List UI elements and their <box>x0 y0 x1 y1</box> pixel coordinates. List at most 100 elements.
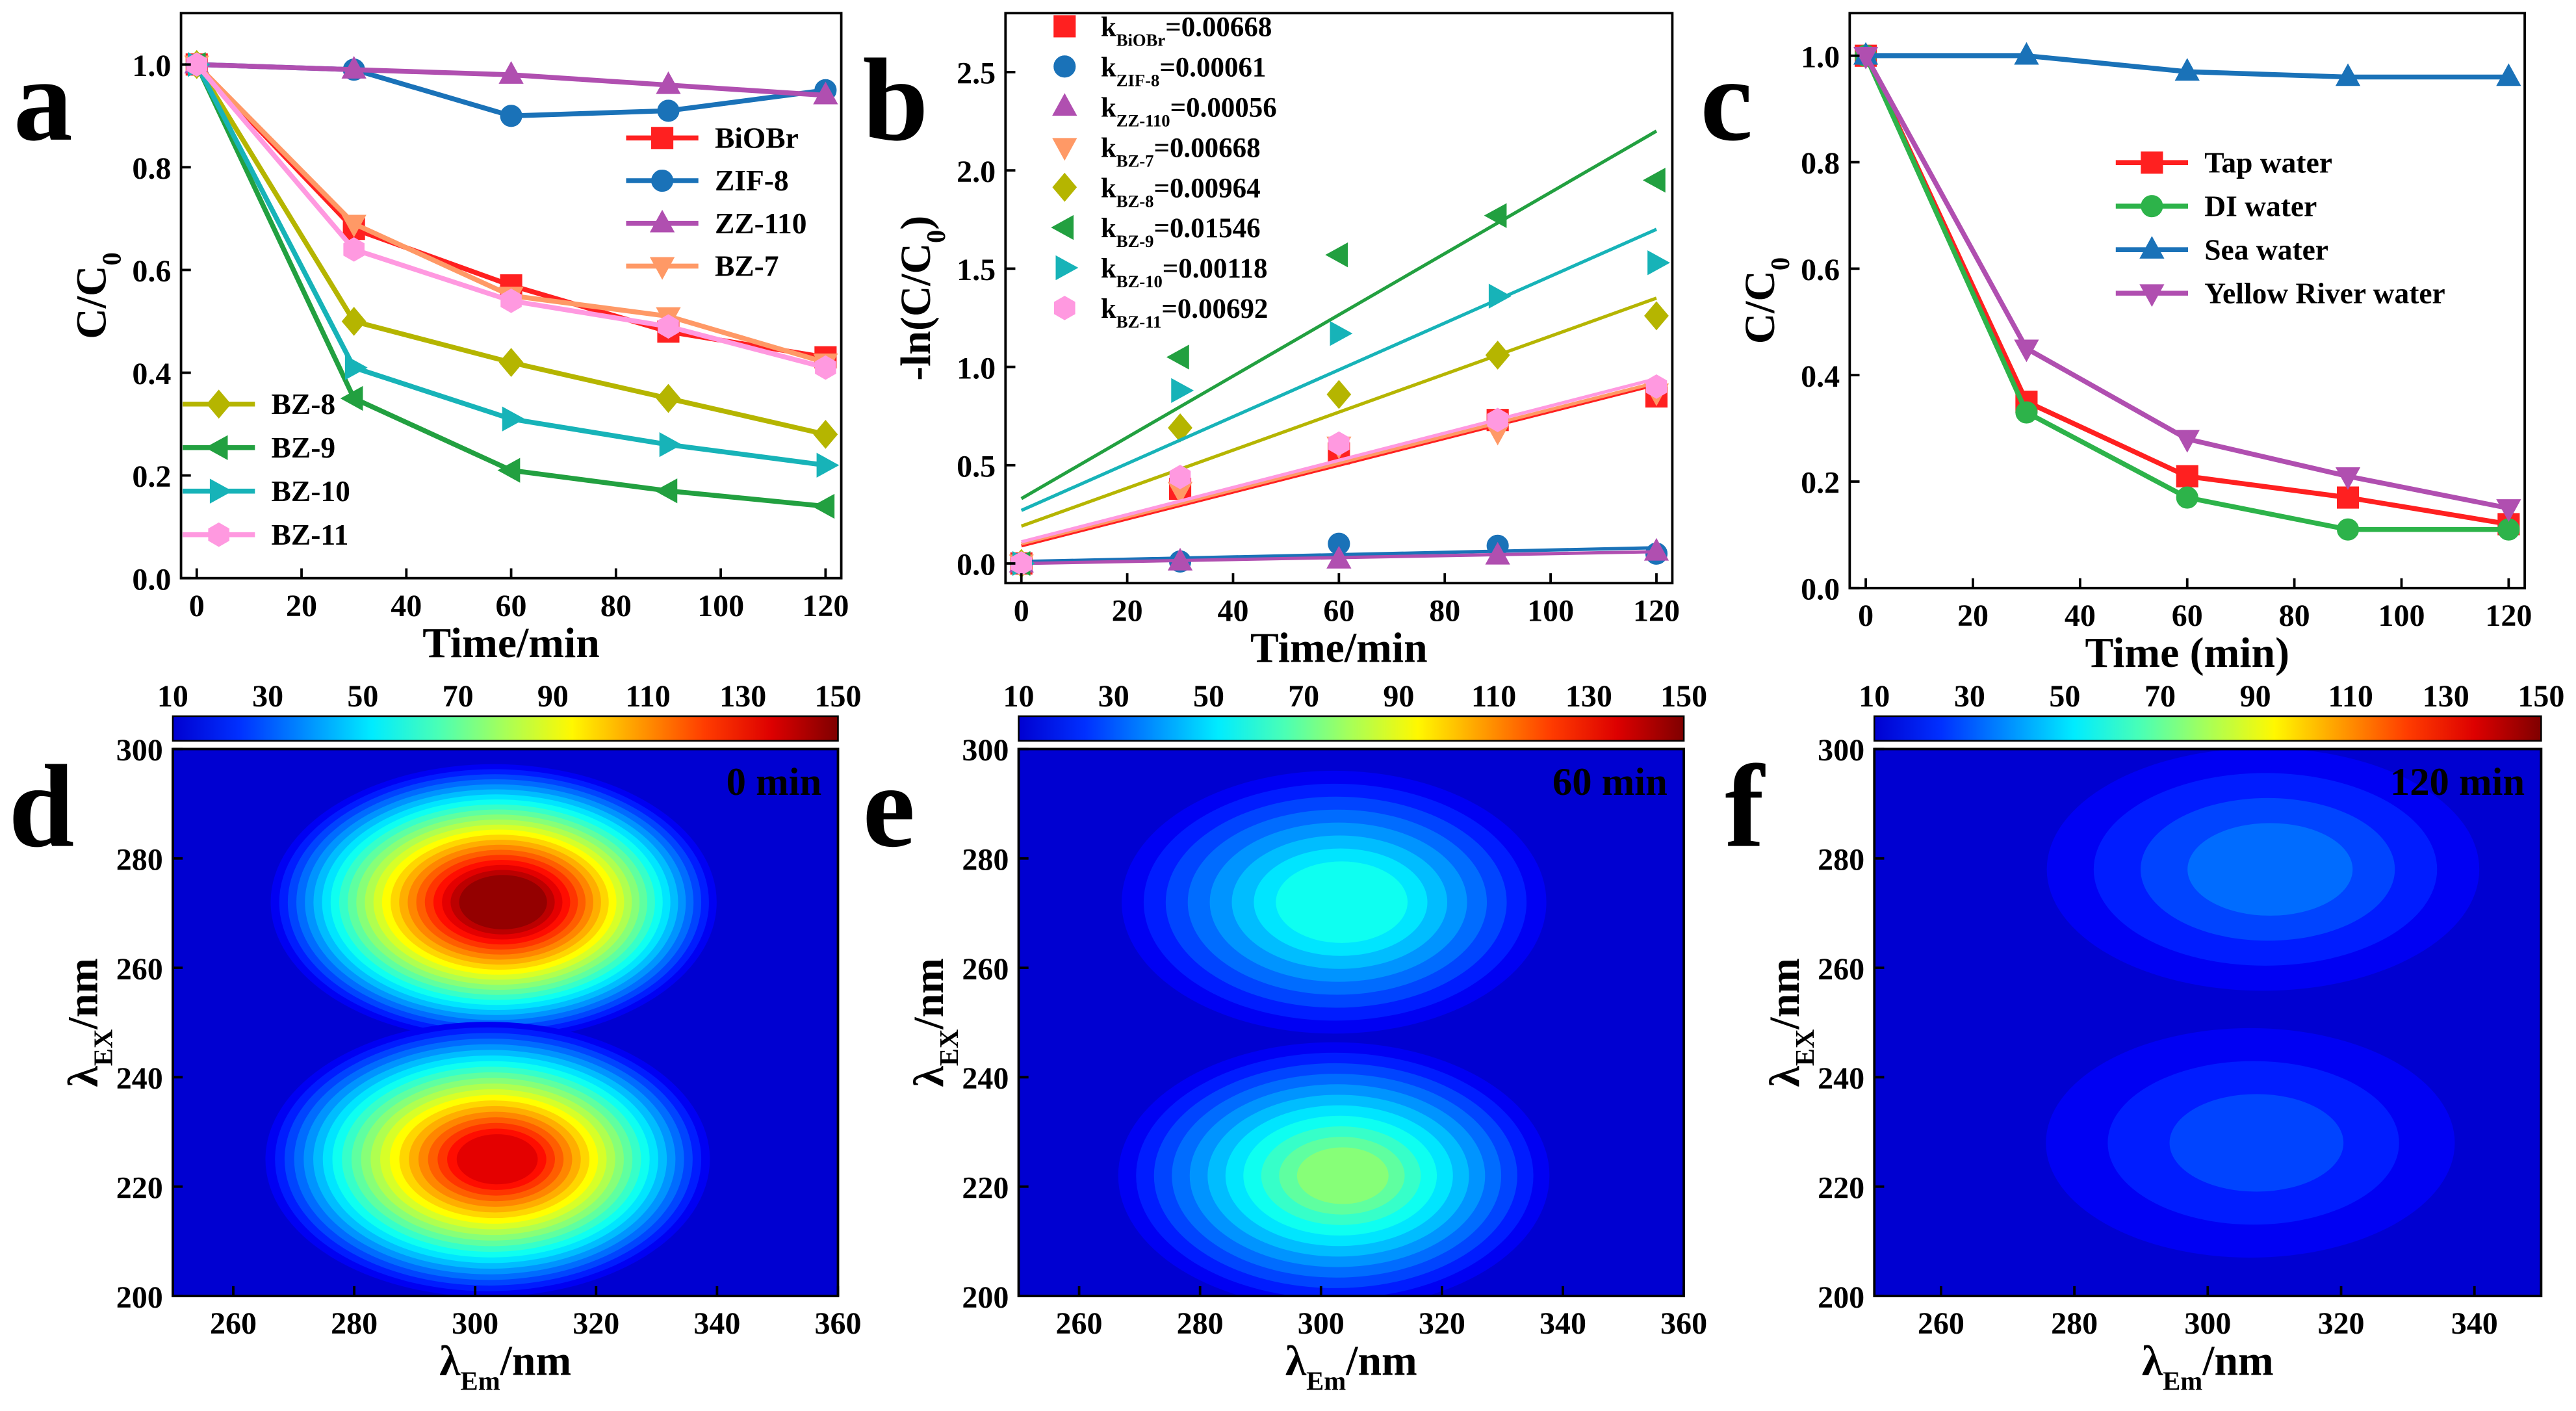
legend-marker <box>651 127 674 149</box>
data-point <box>1485 341 1510 370</box>
legend-entry: kBZ-11=0.00692 <box>1053 294 1269 331</box>
x-tick-label: 120 <box>2485 599 2532 633</box>
panel-d: d 10 30 50 70 90 110 130 150 0 min 260 280 300 320 340… <box>8 679 861 1395</box>
legend-marker <box>651 169 674 192</box>
data-point <box>341 56 367 79</box>
panel-letter: e <box>862 742 915 872</box>
data-point <box>1326 545 1352 569</box>
legend-entry: BZ-10 <box>183 474 350 508</box>
data-point <box>341 307 367 336</box>
x-tick-label: 100 <box>1527 593 1574 628</box>
y-tick-label: 2.5 <box>957 57 996 91</box>
y-tick-label: 200 <box>962 1280 1009 1315</box>
data-point <box>1643 537 1669 561</box>
y-axis-label: λEX/nm <box>1761 958 1820 1087</box>
data-point <box>1642 168 1666 193</box>
x-tick-label: 280 <box>331 1306 378 1341</box>
data-point <box>2335 63 2361 86</box>
legend-entry: kBZ-9=0.01546 <box>1051 213 1261 251</box>
legend-label: DI water <box>2204 189 2317 222</box>
x-tick-label: 100 <box>2378 599 2425 633</box>
colorbar-tick-label: 110 <box>625 679 670 714</box>
y-tick-label: 0.5 <box>957 449 996 484</box>
legend-entry: BiOBr <box>626 121 799 154</box>
colorbar <box>172 715 839 742</box>
legend-label: kZIF-8=0.00061 <box>1101 53 1267 90</box>
data-point <box>2015 401 2038 424</box>
legend-label: kBZ-8=0.00964 <box>1101 173 1261 211</box>
legend-label: kBZ-9=0.01546 <box>1101 213 1261 251</box>
legend-label: BZ-9 <box>272 431 336 464</box>
plot-frame <box>172 747 840 1297</box>
colorbar-tick-label: 50 <box>1193 679 1224 714</box>
y-tick-label: 240 <box>116 1061 163 1096</box>
legend-marker <box>1055 255 1079 281</box>
data-point <box>2014 339 2039 363</box>
legend-marker <box>2139 236 2165 259</box>
legend-marker <box>206 389 231 419</box>
data-point <box>498 61 524 84</box>
legend-label: BZ-8 <box>272 387 336 421</box>
y-tick-label: 0.0 <box>957 548 996 582</box>
data-point <box>812 493 835 519</box>
series-bz-11 <box>186 52 836 380</box>
y-tick-label: 0.8 <box>1801 146 1840 181</box>
legend-marker <box>205 435 228 460</box>
y-tick-label: 260 <box>116 952 163 987</box>
contour-level <box>456 1134 538 1185</box>
legend-label: kZZ-110=0.00056 <box>1101 92 1277 130</box>
legend-entry: kBZ-8=0.00964 <box>1052 172 1261 211</box>
legend-label: BZ-7 <box>715 250 779 283</box>
x-tick-label: 120 <box>802 589 849 623</box>
legend-marker <box>649 209 675 233</box>
data-point <box>502 406 525 432</box>
data-point <box>2174 58 2200 81</box>
colorbar-tick-label: 50 <box>347 679 378 714</box>
panel-f: f 10 30 50 70 90 110 130 150 120 min 260 280 300 320 3… <box>1725 679 2564 1395</box>
y-tick-label: 260 <box>1818 952 1864 987</box>
legend-entry: DI water <box>2115 189 2317 222</box>
legend-entry: BZ-8 <box>183 387 335 421</box>
y-tick-label: 0.6 <box>1801 253 1840 287</box>
colorbar-tick-label: 30 <box>1954 679 1985 714</box>
x-tick-label: 0 <box>1858 599 1874 633</box>
legend-marker <box>209 478 233 504</box>
legend-label: kBZ-10=0.00118 <box>1101 253 1268 291</box>
legend-marker <box>1052 172 1077 202</box>
x-tick-label: 260 <box>210 1306 257 1341</box>
plot-frame <box>1017 747 1685 1297</box>
data-point <box>497 458 521 483</box>
time-annotation: 120 min <box>2390 760 2525 804</box>
panel-e: e 10 30 50 70 90 110 130 150 60 min 260 280 300 320 34… <box>862 679 1707 1395</box>
x-tick-label: 20 <box>1957 599 1989 633</box>
legend-label: kBZ-11=0.00692 <box>1101 294 1269 331</box>
colorbar-tick-label: 10 <box>157 679 188 714</box>
x-tick-label: 60 <box>496 589 527 623</box>
series-bz-9 <box>1007 129 1666 576</box>
fit-line <box>1020 129 1658 500</box>
x-tick-label: 320 <box>2318 1306 2365 1341</box>
fit-line <box>1020 227 1657 512</box>
contour-level <box>2169 1094 2344 1192</box>
x-tick-label: 340 <box>1539 1306 1586 1341</box>
data-point <box>2176 465 2198 487</box>
y-tick-label: 0.6 <box>132 254 171 289</box>
data-point <box>498 348 524 378</box>
contour-level <box>2187 823 2353 916</box>
fit-line <box>1020 296 1657 528</box>
x-tick-label: 80 <box>1429 593 1460 628</box>
x-axis-label: λEm/nm <box>1285 1337 1417 1395</box>
data-point <box>813 81 838 105</box>
data-point <box>816 452 840 478</box>
colorbar-tick-label: 130 <box>719 679 766 714</box>
y-tick-label: 220 <box>962 1171 1009 1205</box>
panel-a: a BiOBr ZIF-8 ZZ-110 BZ-7 BZ-8 BZ-9 BZ-10 BZ-11 0… <box>14 12 849 667</box>
legend-marker <box>2139 284 2165 307</box>
y-tick-label: 240 <box>1818 1061 1864 1096</box>
x-tick-label: 20 <box>1112 593 1143 628</box>
legend-marker <box>2141 195 2163 218</box>
y-tick-label: 0.0 <box>1801 572 1840 606</box>
data-point <box>658 314 679 339</box>
colorbar-tick-label: 50 <box>2049 679 2080 714</box>
y-axis-label: C/C0 <box>68 252 125 339</box>
